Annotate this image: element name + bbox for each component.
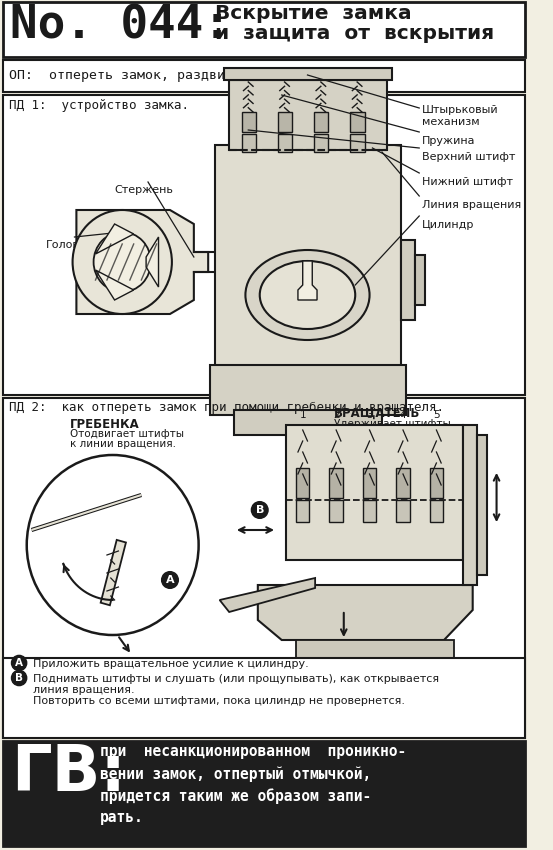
Text: ВРАЩАТЕЛЬ: ВРАЩАТЕЛЬ bbox=[334, 407, 421, 420]
Polygon shape bbox=[258, 585, 473, 640]
Bar bbox=[314, 112, 328, 132]
Text: Повторить со всеми штифтами, пока цилиндр не провернется.: Повторить со всеми штифтами, пока цилинд… bbox=[33, 696, 405, 706]
Polygon shape bbox=[298, 261, 317, 300]
Circle shape bbox=[72, 210, 172, 314]
Bar bbox=[363, 468, 376, 498]
Bar bbox=[242, 112, 256, 132]
Text: и  защита  от  вскрытия: и защита от вскрытия bbox=[215, 24, 494, 43]
Bar bbox=[430, 500, 443, 522]
Polygon shape bbox=[96, 270, 134, 300]
Text: Штырьковый: Штырьковый bbox=[422, 105, 499, 115]
Text: B: B bbox=[15, 673, 23, 683]
Bar bbox=[401, 240, 415, 320]
Text: B: B bbox=[255, 505, 264, 515]
Text: к линии вращения.: к линии вращения. bbox=[70, 439, 176, 449]
Bar bbox=[242, 134, 256, 152]
Bar bbox=[101, 540, 126, 605]
Text: 3: 3 bbox=[366, 410, 373, 420]
Text: Линия вращения: Линия вращения bbox=[422, 200, 521, 210]
Text: ГРЕБЕНКА: ГРЕБЕНКА bbox=[70, 418, 139, 431]
Text: A: A bbox=[166, 575, 174, 585]
Text: Вскрытие  замка: Вскрытие замка bbox=[215, 4, 411, 23]
Bar bbox=[314, 134, 328, 152]
Text: Головка: Головка bbox=[46, 240, 93, 250]
Bar bbox=[351, 112, 365, 132]
Text: 5: 5 bbox=[433, 410, 440, 420]
Text: Нижний штифт: Нижний штифт bbox=[422, 177, 513, 187]
Text: при  несанкционированном  проникно-: при несанкционированном проникно- bbox=[100, 744, 406, 759]
Text: 1: 1 bbox=[299, 410, 306, 420]
Polygon shape bbox=[146, 237, 159, 287]
Bar bbox=[229, 80, 387, 150]
Bar bbox=[463, 425, 477, 585]
Circle shape bbox=[93, 232, 151, 292]
Bar bbox=[3, 741, 525, 846]
Bar bbox=[3, 2, 525, 57]
Text: Цилиндр: Цилиндр bbox=[422, 220, 474, 230]
Bar bbox=[225, 68, 392, 80]
Polygon shape bbox=[296, 640, 453, 660]
Text: ПД 2:  как отпереть замок при помощи гребенки и вращателя.: ПД 2: как отпереть замок при помощи греб… bbox=[9, 401, 444, 414]
Text: 4: 4 bbox=[400, 410, 406, 420]
Text: Пружина: Пружина bbox=[422, 136, 476, 146]
Bar bbox=[397, 468, 410, 498]
Bar bbox=[3, 658, 525, 738]
Bar bbox=[477, 435, 487, 575]
Text: Стержень: Стержень bbox=[114, 185, 174, 195]
Bar bbox=[330, 500, 343, 522]
Ellipse shape bbox=[260, 261, 355, 329]
Polygon shape bbox=[76, 210, 208, 314]
Text: No. 044:: No. 044: bbox=[9, 3, 231, 48]
Bar bbox=[3, 398, 525, 738]
Bar bbox=[351, 134, 365, 152]
Bar bbox=[3, 60, 525, 92]
Text: линия вращения.: линия вращения. bbox=[33, 685, 135, 695]
Text: рать.: рать. bbox=[100, 810, 144, 825]
Bar bbox=[234, 410, 382, 435]
Text: Верхний штифт: Верхний штифт bbox=[422, 152, 515, 162]
Text: Приложить вращательное усилие к цилиндру.: Приложить вращательное усилие к цилиндру… bbox=[33, 659, 309, 669]
Bar bbox=[210, 365, 406, 415]
Bar bbox=[296, 468, 309, 498]
Text: ОП:  отпереть замок, раздвигая штифты.: ОП: отпереть замок, раздвигая штифты. bbox=[9, 69, 312, 82]
Text: 2: 2 bbox=[333, 410, 340, 420]
Text: A: A bbox=[15, 658, 23, 668]
Bar bbox=[363, 500, 376, 522]
Bar bbox=[3, 95, 525, 395]
Bar bbox=[278, 134, 292, 152]
Bar bbox=[215, 145, 401, 370]
Text: и поворачивает цилиндр.: и поворачивает цилиндр. bbox=[334, 429, 476, 439]
Text: Удерживает штифты: Удерживает штифты bbox=[334, 419, 451, 429]
Bar bbox=[415, 255, 425, 305]
Text: придется таким же образом запи-: придется таким же образом запи- bbox=[100, 788, 372, 803]
Bar bbox=[397, 500, 410, 522]
Bar bbox=[296, 500, 309, 522]
Text: ПД 1:  устройство замка.: ПД 1: устройство замка. bbox=[9, 99, 189, 112]
Text: вении замок, отпертый отмычкой,: вении замок, отпертый отмычкой, bbox=[100, 766, 372, 781]
Text: механизм: механизм bbox=[422, 117, 479, 127]
Bar bbox=[278, 112, 292, 132]
Bar bbox=[286, 425, 463, 560]
Circle shape bbox=[27, 455, 199, 635]
Polygon shape bbox=[96, 224, 134, 254]
Polygon shape bbox=[220, 578, 315, 612]
Bar bbox=[330, 468, 343, 498]
Ellipse shape bbox=[246, 250, 369, 340]
Text: Отодвигает штифты: Отодвигает штифты bbox=[70, 429, 184, 439]
Text: ГВ:: ГВ: bbox=[12, 742, 126, 804]
Text: Поднимать штифты и слушать (или прощупывать), как открывается: Поднимать штифты и слушать (или прощупыв… bbox=[33, 674, 440, 684]
Bar bbox=[430, 468, 443, 498]
